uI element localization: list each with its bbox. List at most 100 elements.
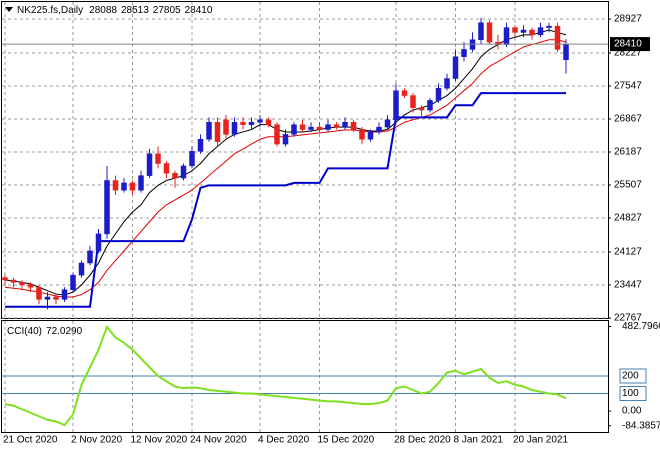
candle-body: [129, 182, 136, 191]
candle-body: [53, 296, 59, 300]
candle-body: [197, 138, 204, 152]
close-value: 28410: [185, 5, 213, 16]
cci-level-box: [619, 368, 647, 384]
cci-frame: [1, 320, 609, 433]
candle-body: [265, 119, 272, 125]
x-tick-label: 8 Jan 2021: [454, 435, 504, 446]
candle-body: [359, 129, 365, 140]
candle-body: [61, 289, 68, 300]
symbol: NK225.fs,Daily: [17, 5, 83, 16]
y-tick-label: 22767: [614, 313, 642, 324]
candle-body: [486, 22, 493, 43]
candle-body: [240, 121, 246, 125]
candle-body: [384, 119, 391, 128]
chart-header: NK225.fs,Daily 28088 28513 27805 28410: [17, 5, 213, 16]
y-tick-label: 25507: [614, 180, 642, 191]
candle-body: [444, 78, 450, 89]
y-tick-label: 28227: [614, 48, 642, 59]
x-tick-label: 12 Nov 2020: [131, 435, 188, 446]
candle-body: [401, 90, 408, 96]
cci-line: [4, 325, 567, 427]
candle-body: [163, 163, 170, 174]
candle-body: [376, 126, 382, 133]
candle-body: [248, 121, 255, 125]
candle-body: [180, 165, 187, 179]
y-tick-label: 27547: [614, 81, 642, 92]
candle-body: [393, 90, 399, 121]
cci-name: CCI(40): [7, 326, 42, 337]
candle-body: [78, 262, 85, 276]
candle-body: [155, 153, 161, 164]
cci-level-label: 100: [622, 388, 639, 399]
y-tick-label: 0.00: [622, 406, 642, 417]
candle-body: [223, 119, 229, 135]
candle-body: [299, 124, 306, 130]
candle-body: [520, 29, 527, 33]
x-tick-label: 21 Oct 2020: [3, 435, 58, 446]
candle-body: [121, 182, 127, 191]
candle-body: [19, 282, 25, 286]
candle-body: [546, 25, 552, 28]
candle-body: [452, 56, 459, 79]
cci-value: 72.0290: [46, 326, 83, 337]
candle-body: [537, 27, 544, 36]
candle-body: [350, 121, 357, 130]
candle-body: [554, 25, 561, 50]
candle-body: [512, 27, 518, 33]
candle-body: [410, 95, 416, 108]
x-tick-label: 15 Dec 2020: [318, 435, 375, 446]
y-tick-label: -84.3857: [622, 420, 660, 431]
candle-body: [418, 107, 425, 111]
candle-body: [478, 22, 484, 40]
candle-body: [206, 121, 212, 140]
candle-body: [36, 287, 42, 300]
candle-body: [282, 134, 289, 145]
y-tick-label: 26867: [614, 114, 642, 125]
candle-body: [27, 284, 34, 288]
indicator-line: [5, 92, 566, 308]
candle-body: [563, 43, 569, 60]
candle-body: [138, 175, 144, 191]
candle-body: [214, 121, 221, 142]
y-tick-label: 26187: [614, 147, 642, 158]
cci-header: CCI(40) 72.0290: [7, 326, 83, 337]
candle-body: [529, 29, 535, 36]
cci-level-label: 200: [622, 371, 639, 382]
candle-body: [325, 124, 331, 130]
menu-icon: [5, 7, 13, 12]
candle-body: [2, 277, 8, 281]
cci-level-box: [619, 386, 647, 402]
candle-body: [435, 88, 442, 101]
candle-body: [95, 233, 102, 252]
x-tick-label: 28 Dec 2020: [394, 435, 451, 446]
candle-body: [146, 153, 153, 176]
candle-body: [112, 180, 119, 191]
candle-body: [316, 126, 323, 130]
candle-body: [231, 121, 238, 135]
candle-body: [367, 131, 374, 140]
y-tick-label: 23447: [614, 280, 642, 291]
candle-body: [274, 124, 280, 145]
y-tick-label: 482.7966: [622, 321, 660, 332]
candle-body: [257, 119, 263, 123]
y-tick-label: 24827: [614, 213, 642, 224]
candle-body: [291, 124, 297, 135]
candle-body: [503, 27, 510, 45]
candle-body: [104, 180, 110, 235]
candle-body: [308, 126, 314, 130]
candle-body: [70, 274, 76, 290]
candle-body: [172, 172, 178, 179]
candle-body: [333, 124, 340, 128]
candle-body: [10, 279, 17, 283]
candle-body: [461, 49, 467, 57]
y-tick-label: 28927: [614, 14, 642, 25]
candle-body: [87, 250, 93, 264]
x-tick-label: 24 Nov 2020: [190, 435, 247, 446]
x-tick-label: 2 Nov 2020: [71, 435, 123, 446]
open-value: 28088: [89, 5, 117, 16]
low-value: 27805: [153, 5, 181, 16]
current-price-box: [610, 37, 650, 52]
y-tick-label: 24127: [614, 247, 642, 258]
high-value: 28513: [121, 5, 149, 16]
